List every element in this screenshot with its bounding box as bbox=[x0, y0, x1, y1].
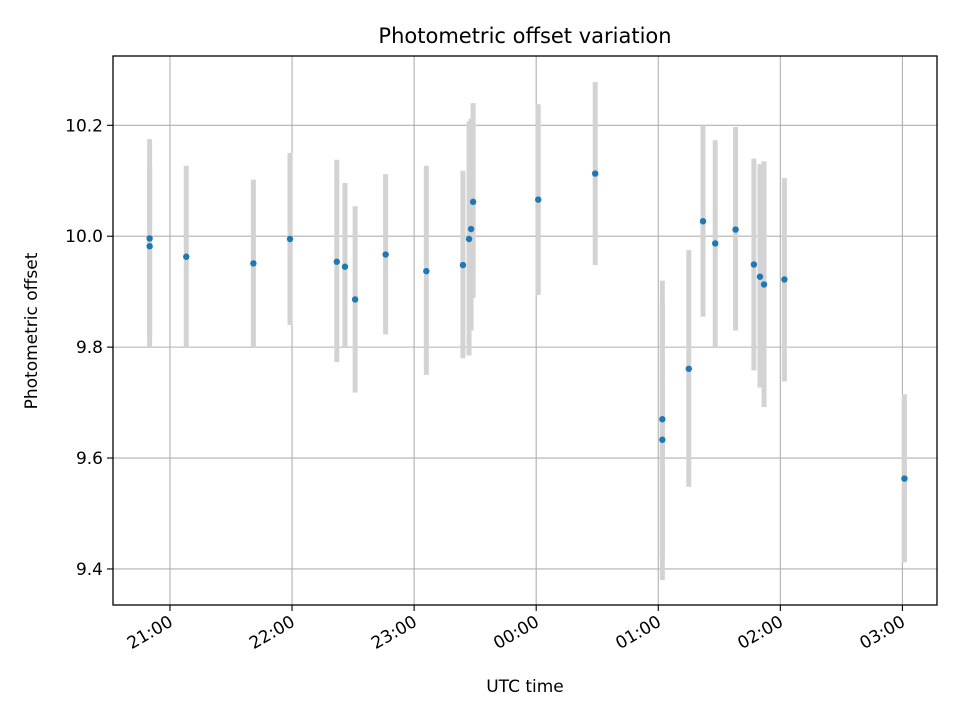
data-point bbox=[146, 243, 153, 250]
data-point bbox=[469, 198, 477, 206]
data-point bbox=[351, 296, 359, 303]
data-point bbox=[467, 225, 475, 233]
data-point bbox=[659, 436, 666, 443]
data-point bbox=[659, 416, 666, 423]
chart-title: Photometric offset variation bbox=[378, 24, 671, 48]
data-point bbox=[183, 253, 190, 260]
data-point bbox=[382, 251, 389, 258]
data-point bbox=[781, 276, 788, 283]
y-tick-label: 10.0 bbox=[65, 227, 103, 247]
grid bbox=[113, 56, 937, 605]
data-point bbox=[756, 273, 764, 280]
data-point bbox=[459, 261, 467, 269]
data-point bbox=[535, 196, 542, 203]
data-point bbox=[146, 235, 153, 242]
data-point bbox=[423, 267, 430, 275]
data-point bbox=[685, 365, 692, 372]
y-tick-label: 9.6 bbox=[76, 449, 103, 469]
data-points bbox=[146, 170, 908, 482]
data-point bbox=[901, 475, 908, 482]
y-tick-label: 10.2 bbox=[65, 116, 103, 136]
y-axis-label: Photometric offset bbox=[22, 252, 42, 409]
data-point bbox=[760, 281, 768, 288]
data-point bbox=[699, 218, 707, 225]
data-point bbox=[750, 261, 758, 268]
data-point bbox=[712, 240, 719, 247]
y-tick-label: 9.4 bbox=[76, 560, 103, 580]
data-point bbox=[250, 260, 257, 267]
data-point bbox=[333, 258, 341, 265]
y-axis: 9.4 9.6 9.8 10.0 10.2 bbox=[65, 116, 113, 580]
data-point bbox=[732, 226, 739, 233]
data-point bbox=[591, 170, 599, 177]
plot-frame bbox=[112, 55, 938, 606]
x-axis-label: UTC time bbox=[486, 677, 564, 697]
data-point bbox=[286, 235, 294, 243]
data-point bbox=[341, 263, 349, 270]
y-tick-label: 9.8 bbox=[76, 338, 103, 358]
data-point bbox=[465, 235, 473, 243]
